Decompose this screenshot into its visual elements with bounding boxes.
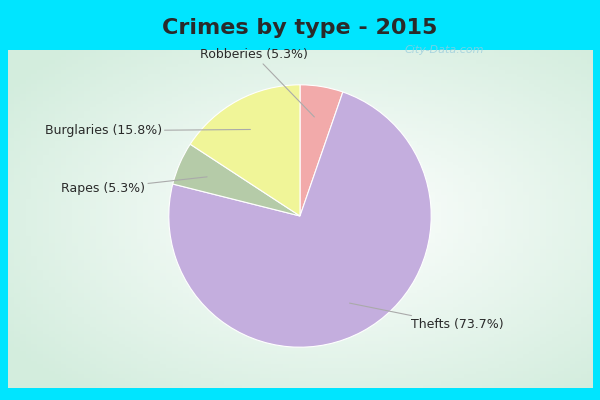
Wedge shape <box>190 85 300 216</box>
Text: Robberies (5.3%): Robberies (5.3%) <box>200 48 314 117</box>
Text: Burglaries (15.8%): Burglaries (15.8%) <box>44 124 250 137</box>
Text: Crimes by type - 2015: Crimes by type - 2015 <box>163 18 437 38</box>
Text: Rapes (5.3%): Rapes (5.3%) <box>61 177 207 195</box>
Text: Thefts (73.7%): Thefts (73.7%) <box>350 303 504 331</box>
Wedge shape <box>173 144 300 216</box>
Wedge shape <box>169 92 431 347</box>
Wedge shape <box>300 85 343 216</box>
Text: City-Data.com: City-Data.com <box>404 46 484 56</box>
